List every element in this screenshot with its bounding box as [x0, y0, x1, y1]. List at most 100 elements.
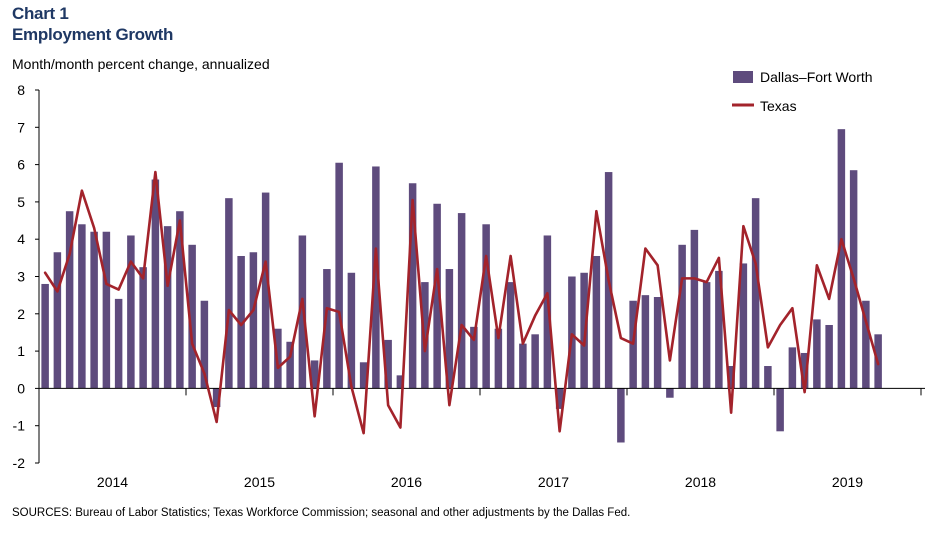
point-texas-15: [215, 421, 218, 423]
bar-dallas-fort-worth-4: [78, 224, 86, 389]
point-texas-43: [558, 430, 561, 433]
point-texas-67: [852, 277, 855, 280]
point-texas-31: [411, 199, 414, 201]
bar-dallas-fort-worth-51: [653, 297, 662, 389]
point-texas-30: [399, 426, 402, 429]
point-texas-59: [754, 262, 757, 265]
bar-dallas-fort-worth-31: [408, 183, 417, 389]
point-texas-39: [509, 255, 512, 257]
bar-dallas-fort-worth-12: [176, 211, 184, 389]
bar-dallas-fort-worth-50: [641, 295, 650, 389]
bar-dallas-fort-worth-16: [225, 198, 233, 389]
bar-dallas-fort-worth-25: [335, 162, 343, 389]
y-tick-label: 6: [17, 157, 25, 173]
x-year-label-2015: 2015: [244, 474, 275, 490]
bar-dallas-fort-worth-21: [286, 341, 294, 389]
point-texas-4: [80, 189, 83, 192]
bar-dallas-fort-worth-54: [690, 229, 699, 389]
bar-dallas-fort-worth-33: [433, 203, 441, 389]
bar-dallas-fort-worth-8: [127, 235, 135, 389]
bar-dallas-fort-worth-44: [568, 276, 576, 389]
legend-label-dallas-fort-worth: Dallas–Fort Worth: [760, 69, 873, 85]
point-texas-41: [534, 314, 537, 317]
bar-dallas-fort-worth-28: [372, 166, 380, 389]
point-texas-60: [766, 346, 769, 349]
point-texas-65: [828, 297, 831, 300]
bar-dallas-fort-worth-36: [470, 326, 478, 389]
point-texas-5: [93, 227, 96, 229]
bar-dallas-fort-worth-17: [237, 255, 245, 389]
bar-dallas-fort-worth-23: [310, 360, 319, 389]
point-texas-18: [252, 309, 255, 311]
point-texas-38: [497, 337, 500, 339]
bar-dallas-fort-worth-14: [200, 300, 209, 389]
point-texas-20: [276, 366, 279, 369]
bar-dallas-fort-worth-6: [102, 231, 111, 389]
point-texas-36: [472, 339, 475, 341]
y-tick-label: 3: [17, 269, 25, 285]
bar-dallas-fort-worth-7: [114, 298, 123, 389]
chart-subtitle: Month/month percent change, annualized: [12, 56, 270, 72]
point-texas-6: [105, 283, 108, 285]
point-texas-57: [730, 411, 733, 414]
y-tick-label: 0: [17, 380, 25, 396]
bar-dallas-fort-worth-58: [739, 263, 748, 389]
bar-dallas-fort-worth-11: [163, 226, 172, 389]
point-texas-47: [607, 279, 610, 282]
point-texas-34: [448, 404, 451, 407]
point-texas-48: [619, 337, 622, 339]
point-texas-58: [742, 225, 745, 228]
bar-dallas-fort-worth-15: [212, 388, 221, 408]
point-texas-11: [166, 284, 169, 287]
point-texas-69: [877, 363, 880, 366]
y-tick-label: 1: [17, 343, 25, 359]
point-texas-50: [644, 247, 647, 250]
point-texas-37: [485, 255, 488, 257]
point-texas-21: [289, 355, 292, 358]
point-texas-32: [423, 350, 426, 352]
point-texas-28: [374, 247, 377, 250]
point-texas-49: [632, 342, 635, 345]
point-texas-61: [779, 324, 782, 326]
bar-dallas-fort-worth-56: [715, 270, 723, 389]
bar-dallas-fort-worth-30: [396, 375, 405, 389]
point-texas-27: [362, 432, 365, 435]
y-tick-label: 8: [17, 82, 25, 98]
bar-dallas-fort-worth-66: [837, 129, 846, 389]
bar-dallas-fort-worth-61: [776, 388, 784, 432]
point-texas-8: [129, 260, 132, 263]
point-texas-56: [717, 256, 720, 259]
bar-dallas-fort-worth-19: [261, 192, 270, 389]
point-texas-3: [68, 253, 71, 256]
x-year-label-2014: 2014: [97, 474, 128, 490]
point-texas-63: [803, 391, 806, 394]
bar-dallas-fort-worth-1: [41, 283, 49, 389]
bar-dallas-fort-worth-60: [764, 366, 772, 389]
bar-dallas-fort-worth-3: [65, 211, 74, 389]
bar-dallas-fort-worth-45: [580, 272, 588, 389]
bar-dallas-fort-worth-13: [188, 244, 196, 389]
bar-dallas-fort-worth-26: [347, 272, 356, 389]
legend-label-texas: Texas: [760, 98, 797, 114]
y-tick-label: 4: [17, 231, 25, 247]
chart-title: Employment Growth: [12, 25, 174, 44]
point-texas-62: [791, 307, 794, 310]
point-texas-55: [705, 281, 708, 283]
point-texas-33: [436, 268, 439, 270]
bar-dallas-fort-worth-37: [482, 224, 490, 389]
bar-dallas-fort-worth-59: [751, 198, 760, 389]
employment-growth-chart: Dallas–Fort Worth Texas 8 7 6 5 4 3 2 1 0 -1 -2 201…: [13, 69, 925, 490]
bar-dallas-fort-worth-42: [543, 235, 552, 389]
point-texas-51: [656, 264, 659, 267]
point-texas-9: [142, 277, 145, 280]
bar-dallas-fort-worth-34: [445, 269, 454, 389]
point-texas-29: [387, 404, 390, 407]
bar-dallas-fort-worth-5: [90, 231, 98, 389]
y-tick-label: -1: [13, 418, 26, 434]
chart-legend: Dallas–Fort Worth Texas: [732, 69, 873, 114]
bar-dallas-fort-worth-40: [519, 343, 527, 389]
bar-dallas-fort-worth-52: [666, 388, 674, 398]
point-texas-54: [693, 277, 696, 280]
bar-dallas-fort-worth-10: [151, 179, 160, 389]
point-texas-10: [154, 171, 157, 173]
